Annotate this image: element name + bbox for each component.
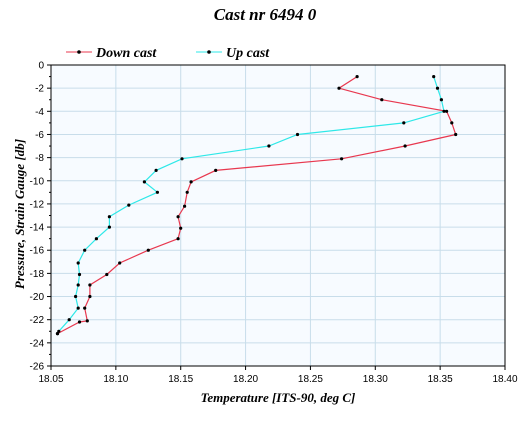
data-point-down-cast xyxy=(83,306,87,310)
series-line-up-cast xyxy=(56,76,445,334)
data-point-down-cast xyxy=(146,248,150,252)
y-tick-label: -22 xyxy=(30,315,45,326)
data-point-down-cast xyxy=(77,320,82,324)
x-tick-label: 18.40 xyxy=(492,374,517,385)
x-tick-label: 18.35 xyxy=(428,374,453,385)
data-point-up-cast xyxy=(74,294,78,299)
y-tick-label: -14 xyxy=(30,223,45,234)
data-point-down-cast xyxy=(118,261,122,265)
data-point-down-cast xyxy=(380,98,384,102)
data-point-down-cast xyxy=(340,157,344,161)
data-point-up-cast xyxy=(67,318,71,322)
data-point-up-cast xyxy=(402,121,406,125)
y-tick-label: 0 xyxy=(38,61,44,72)
data-point-down-cast xyxy=(105,272,109,277)
data-point-down-cast xyxy=(214,168,218,172)
data-point-down-cast xyxy=(88,283,92,287)
x-axis-title: Temperature [ITS-90, deg C] xyxy=(201,390,356,405)
legend: Down cast Up cast xyxy=(66,46,270,61)
data-point-down-cast xyxy=(185,190,189,194)
data-point-up-cast xyxy=(107,215,111,219)
data-point-up-cast xyxy=(94,237,98,241)
y-tick-label: -2 xyxy=(35,84,44,95)
data-point-down-cast xyxy=(88,294,92,299)
series xyxy=(55,75,458,336)
data-point-down-cast xyxy=(337,86,341,90)
y-tick-label: -16 xyxy=(30,246,45,257)
y-tick-label: -8 xyxy=(35,153,44,164)
data-point-up-cast xyxy=(76,306,80,310)
data-point-down-cast xyxy=(176,215,180,219)
data-point-up-cast xyxy=(435,86,440,90)
x-tick-label: 18.10 xyxy=(103,374,128,385)
data-point-down-cast xyxy=(355,75,359,79)
y-axis-title: Pressure, Strain Gauge [db] xyxy=(12,139,27,289)
data-point-up-cast xyxy=(55,332,60,336)
data-point-down-cast xyxy=(176,237,180,241)
data-point-down-cast xyxy=(179,226,183,230)
data-point-down-cast xyxy=(189,180,193,184)
data-point-up-cast xyxy=(295,132,300,137)
y-tick-label: -6 xyxy=(35,130,44,141)
chart-title: Cast nr 6494 0 xyxy=(214,5,317,24)
legend-label-up-cast: Up cast xyxy=(226,46,270,61)
y-tick-label: -4 xyxy=(35,107,44,118)
data-point-down-cast xyxy=(183,204,187,208)
data-point-up-cast xyxy=(76,261,80,265)
data-point-down-cast xyxy=(454,132,458,137)
data-point-up-cast xyxy=(432,75,436,79)
y-tick-label: -24 xyxy=(30,338,45,349)
data-point-down-cast xyxy=(85,319,89,323)
data-point-up-cast xyxy=(154,168,158,172)
legend-label-down-cast: Down cast xyxy=(95,46,157,61)
data-point-up-cast xyxy=(439,98,443,102)
data-point-up-cast xyxy=(155,190,159,194)
y-tick-label: -20 xyxy=(30,292,45,303)
data-point-up-cast xyxy=(267,144,271,148)
data-point-down-cast xyxy=(450,121,454,125)
plot-frame xyxy=(50,64,506,367)
x-tick-label: 18.20 xyxy=(233,374,258,385)
data-point-up-cast xyxy=(83,248,87,252)
y-tick-label: -18 xyxy=(30,269,45,280)
y-tick-label: -12 xyxy=(30,199,45,210)
x-tick-label: 18.25 xyxy=(298,374,323,385)
data-point-down-cast xyxy=(403,144,407,148)
data-point-up-cast xyxy=(442,109,446,113)
series-line-down-cast xyxy=(57,76,457,335)
x-tick-label: 18.15 xyxy=(168,374,193,385)
data-point-up-cast xyxy=(142,180,146,184)
legend-marker-down-cast xyxy=(77,50,81,54)
axes: 18.05 18.10 18.15 18.20 18.25 18.30 18.35 18.40… xyxy=(30,61,518,386)
x-tick-label: 18.05 xyxy=(38,374,63,385)
data-point-down-cast xyxy=(445,109,449,113)
y-tick-label: -26 xyxy=(30,362,45,373)
x-tick-label: 18.30 xyxy=(363,374,388,385)
data-point-up-cast xyxy=(77,272,82,277)
data-point-up-cast xyxy=(127,203,131,207)
data-point-up-cast xyxy=(107,225,111,229)
y-tick-label: -10 xyxy=(30,176,45,187)
legend-marker-up-cast xyxy=(207,50,211,54)
data-point-up-cast xyxy=(76,283,80,287)
data-point-up-cast xyxy=(180,157,184,161)
